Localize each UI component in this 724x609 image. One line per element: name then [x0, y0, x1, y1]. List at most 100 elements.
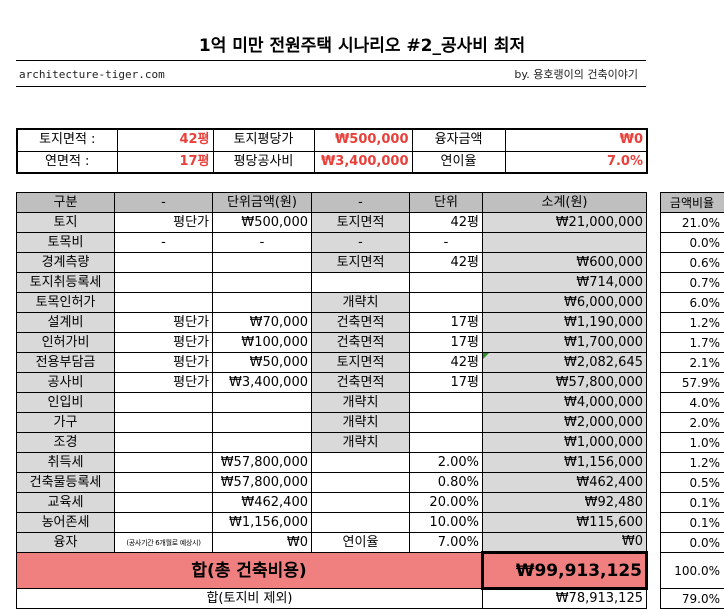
- land-area-value[interactable]: 42평: [116, 128, 214, 152]
- table-cell[interactable]: 개략치: [311, 292, 410, 313]
- ratio-cell[interactable]: 0.0%: [660, 232, 724, 253]
- table-cell[interactable]: ₩1,190,000: [482, 312, 647, 333]
- table-cell[interactable]: [212, 292, 312, 313]
- table-cell[interactable]: [114, 432, 213, 453]
- table-cell[interactable]: 개략치: [311, 412, 410, 433]
- table-cell[interactable]: 0.80%: [409, 472, 483, 493]
- table-cell[interactable]: ₩2,000,000: [482, 412, 647, 433]
- table-cell[interactable]: 2.00%: [409, 452, 483, 473]
- table-cell[interactable]: [114, 472, 213, 493]
- table-cell[interactable]: ₩600,000: [482, 252, 647, 273]
- table-cell[interactable]: 건축물등록세: [16, 472, 115, 493]
- table-cell[interactable]: ₩1,156,000: [482, 452, 647, 473]
- table-cell[interactable]: 7.00%: [409, 532, 483, 553]
- table-cell[interactable]: 설계비: [16, 312, 115, 333]
- loan-amount-value[interactable]: ₩0: [504, 128, 648, 152]
- table-cell[interactable]: ₩115,600: [482, 512, 647, 533]
- subtotal-value[interactable]: ₩78,913,125: [482, 588, 647, 609]
- table-cell[interactable]: 20.00%: [409, 492, 483, 513]
- total-value[interactable]: ₩99,913,125: [481, 551, 648, 590]
- table-cell[interactable]: 토지면적: [311, 252, 410, 273]
- table-cell[interactable]: ₩0: [212, 532, 312, 553]
- table-cell[interactable]: ₩70,000: [212, 312, 312, 333]
- table-cell[interactable]: [212, 412, 312, 433]
- ratio-cell[interactable]: 1.2%: [660, 452, 724, 473]
- table-cell[interactable]: [311, 512, 410, 533]
- table-cell[interactable]: 농어존세: [16, 512, 115, 533]
- table-cell[interactable]: [114, 252, 213, 273]
- ratio-cell[interactable]: 0.6%: [660, 252, 724, 273]
- table-cell[interactable]: ₩2,082,645: [482, 352, 647, 373]
- table-cell[interactable]: 17평: [409, 332, 483, 353]
- table-cell[interactable]: ₩92,480: [482, 492, 647, 513]
- table-cell[interactable]: 개략치: [311, 432, 410, 453]
- ratio-cell[interactable]: 0.7%: [660, 272, 724, 293]
- table-cell[interactable]: [409, 292, 483, 313]
- table-cell[interactable]: ₩714,000: [482, 272, 647, 293]
- ratio-cell[interactable]: 57.9%: [660, 372, 724, 393]
- table-cell[interactable]: (공사기간 6개월로 예상시): [114, 532, 213, 553]
- ratio-cell[interactable]: 1.2%: [660, 312, 724, 333]
- table-cell[interactable]: [114, 452, 213, 473]
- table-cell[interactable]: 17평: [409, 312, 483, 333]
- table-cell[interactable]: [409, 432, 483, 453]
- table-cell[interactable]: -: [212, 232, 312, 253]
- table-cell[interactable]: ₩21,000,000: [482, 212, 647, 233]
- ratio-cell[interactable]: 21.0%: [660, 212, 724, 233]
- table-cell[interactable]: ₩57,800,000: [482, 372, 647, 393]
- table-cell[interactable]: ₩57,800,000: [212, 472, 312, 493]
- table-cell[interactable]: 경계측량: [16, 252, 115, 273]
- table-cell[interactable]: 17평: [409, 372, 483, 393]
- table-cell[interactable]: ₩57,800,000: [212, 452, 312, 473]
- table-cell[interactable]: -: [311, 232, 410, 253]
- table-cell[interactable]: 평단가: [114, 372, 213, 393]
- table-cell[interactable]: ₩6,000,000: [482, 292, 647, 313]
- table-cell[interactable]: ₩50,000: [212, 352, 312, 373]
- ratio-cell[interactable]: 6.0%: [660, 292, 724, 313]
- table-cell[interactable]: 토지: [16, 212, 115, 233]
- interest-rate-value[interactable]: 7.0%: [504, 150, 648, 174]
- table-cell[interactable]: 토목인허가: [16, 292, 115, 313]
- ratio-cell[interactable]: 4.0%: [660, 392, 724, 413]
- table-cell[interactable]: 건축면적: [311, 312, 410, 333]
- table-cell[interactable]: 융자: [16, 532, 115, 553]
- land-price-value[interactable]: ₩500,000: [313, 128, 413, 152]
- table-cell[interactable]: 토목비: [16, 232, 115, 253]
- table-cell[interactable]: [212, 392, 312, 413]
- table-cell[interactable]: 토지면적: [311, 212, 410, 233]
- table-cell[interactable]: ₩462,400: [212, 492, 312, 513]
- table-cell[interactable]: [409, 412, 483, 433]
- table-cell[interactable]: 토지면적: [311, 352, 410, 373]
- table-cell[interactable]: [212, 252, 312, 273]
- table-cell[interactable]: [311, 452, 410, 473]
- table-cell[interactable]: [311, 272, 410, 293]
- table-cell[interactable]: [114, 512, 213, 533]
- table-cell[interactable]: 평단가: [114, 352, 213, 373]
- table-cell[interactable]: -: [409, 232, 483, 253]
- ratio-cell[interactable]: 0.1%: [660, 492, 724, 513]
- ratio-cell[interactable]: 0.1%: [660, 512, 724, 533]
- table-cell[interactable]: 연이율: [311, 532, 410, 553]
- table-cell[interactable]: ₩500,000: [212, 212, 312, 233]
- table-cell[interactable]: 가구: [16, 412, 115, 433]
- table-cell[interactable]: ₩0: [482, 532, 647, 553]
- table-cell[interactable]: 건축면적: [311, 372, 410, 393]
- table-cell[interactable]: 10.00%: [409, 512, 483, 533]
- table-cell[interactable]: 취득세: [16, 452, 115, 473]
- table-cell[interactable]: 공사비: [16, 372, 115, 393]
- table-cell[interactable]: 평단가: [114, 332, 213, 353]
- table-cell[interactable]: 42평: [409, 352, 483, 373]
- table-cell[interactable]: [482, 232, 647, 253]
- build-price-value[interactable]: ₩3,400,000: [313, 150, 413, 174]
- table-cell[interactable]: 토지취등록세: [16, 272, 115, 293]
- table-cell[interactable]: [409, 392, 483, 413]
- ratio-cell[interactable]: 2.1%: [660, 352, 724, 373]
- table-cell[interactable]: 42평: [409, 252, 483, 273]
- table-cell[interactable]: [114, 392, 213, 413]
- ratio-cell[interactable]: 1.7%: [660, 332, 724, 353]
- ratio-cell[interactable]: 2.0%: [660, 412, 724, 433]
- ratio-cell[interactable]: 0.0%: [660, 532, 724, 553]
- table-cell[interactable]: [212, 272, 312, 293]
- table-cell[interactable]: 조경: [16, 432, 115, 453]
- table-cell[interactable]: ₩1,700,000: [482, 332, 647, 353]
